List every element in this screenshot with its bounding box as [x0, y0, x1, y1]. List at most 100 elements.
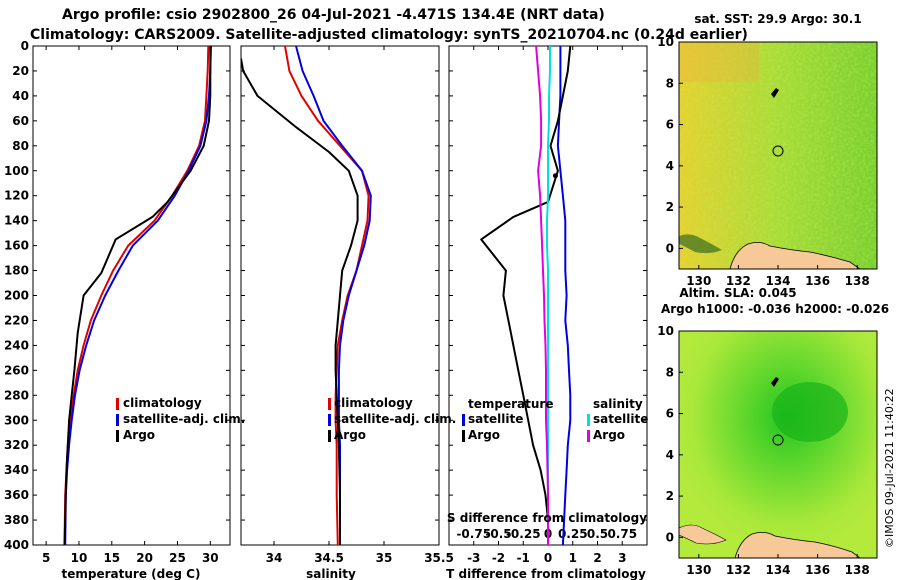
y-tick-label: 260 — [4, 363, 29, 377]
y-tick-label: 280 — [4, 388, 29, 402]
series-line-temperature-satellite — [556, 46, 572, 545]
x-tick-label: 35.5 — [424, 551, 454, 565]
y-tick-label: 240 — [4, 338, 29, 352]
sla-map-ticks: 130 132 134 136 138 0 2 4 6 8 10 — [657, 324, 869, 577]
legend-label-temp-satellite: satellite — [468, 412, 523, 426]
legend-swatch-sal-argo — [587, 430, 590, 442]
map-x-tick-label: 132 — [726, 563, 751, 577]
map-x-tick-label: 134 — [765, 274, 790, 288]
difference-xlabel-top: S difference from climatology — [447, 511, 647, 525]
map-x-tick-label: 134 — [765, 563, 790, 577]
series-line-climatology — [284, 46, 370, 545]
x-tick-label: -1 — [517, 551, 530, 565]
series-line-temperature-argo — [480, 46, 572, 545]
temperature-legend: climatology satellite-adj. clim. Argo — [116, 396, 245, 442]
temperature-xlabel: temperature (deg C) — [62, 567, 201, 580]
temperature-series — [63, 46, 212, 545]
x-tick-label: 20 — [136, 551, 153, 565]
legend-swatch-satellite — [328, 414, 331, 426]
y-tick-label: 340 — [4, 463, 29, 477]
legend-title-temperature: temperature — [468, 397, 553, 411]
legend-label-temp-argo: Argo — [468, 428, 500, 442]
sla-map-title: Altim. SLA: 0.045 — [679, 286, 796, 300]
figure-title-line2: Climatology: CARS2009. Satellite-adjuste… — [30, 27, 748, 43]
map-y-tick-label: 2 — [666, 200, 674, 214]
difference-series — [480, 46, 572, 545]
legend-label-sal-argo: Argo — [593, 428, 625, 442]
map-y-tick-label: 10 — [657, 324, 674, 338]
sla-eddy — [772, 382, 848, 442]
y-tick-label: 120 — [4, 189, 29, 203]
figure-title-line1: Argo profile: csio 2902800_26 04-Jul-202… — [62, 7, 605, 23]
salinity-legend: climatology satellite-adj. clim. Argo — [328, 396, 456, 442]
series-line-satellite-adj-clim- — [295, 46, 372, 545]
new-guinea-coast — [729, 242, 861, 269]
series-line-climatology — [63, 46, 210, 545]
series-line-salinity-argo — [535, 46, 549, 545]
legend-swatch-climatology — [328, 398, 331, 410]
x-top-tick-label: -0.5 — [485, 527, 511, 541]
sla-map-subtitle: Argo h1000: -0.036 h2000: -0.026 — [661, 302, 889, 316]
legend-swatch-argo — [328, 430, 331, 442]
x-tick-label: -3 — [467, 551, 480, 565]
y-tick-label: 220 — [4, 313, 29, 327]
salinity-series — [241, 46, 372, 545]
y-tick-label: 20 — [12, 64, 29, 78]
x-top-tick-label: -0.75 — [456, 527, 491, 541]
legend-swatch-argo — [116, 430, 119, 442]
map-y-tick-label: 8 — [666, 365, 674, 379]
x-tick-label: 2 — [593, 551, 601, 565]
x-top-tick-label: 0.5 — [587, 527, 608, 541]
x-tick-label: -2 — [492, 551, 505, 565]
map-x-tick-label: 138 — [845, 563, 870, 577]
temperature-panel-frame — [32, 45, 231, 546]
new-guinea-coast — [734, 532, 861, 558]
x-tick-label: 34.5 — [314, 551, 344, 565]
x-top-tick-label: 0.25 — [558, 527, 588, 541]
y-tick-label: 60 — [12, 114, 29, 128]
legend-swatch-climatology — [116, 398, 119, 410]
map-y-tick-label: 4 — [666, 159, 674, 173]
argo-location-marker — [772, 434, 784, 446]
coastal-islands — [679, 524, 727, 545]
sst-map-title: sat. SST: 29.9 Argo: 30.1 — [694, 12, 861, 26]
x-top-tick-label: -0.25 — [506, 527, 541, 541]
argo-sst-point — [552, 173, 558, 179]
map-x-tick-label: 136 — [805, 563, 830, 577]
series-line-satellite-adj-clim- — [64, 46, 212, 545]
legend-label-climatology: climatology — [123, 396, 202, 410]
series-line-argo — [241, 58, 359, 545]
sst-warm-patch — [679, 42, 759, 82]
y-tick-label: 320 — [4, 438, 29, 452]
y-tick-label: 300 — [4, 413, 29, 427]
legend-label-argo: Argo — [334, 428, 366, 442]
x-tick-label: 34 — [266, 551, 283, 565]
x-top-tick-label: 0.75 — [607, 527, 637, 541]
map-y-tick-label: 6 — [666, 407, 674, 421]
y-tick-label: 140 — [4, 214, 29, 228]
series-line-argo — [63, 46, 212, 545]
legend-label-argo: Argo — [123, 428, 155, 442]
map-y-tick-label: 0 — [666, 241, 674, 255]
axis-ticks: 0204060801001201401601802002202402602803… — [4, 39, 647, 565]
y-tick-label: 400 — [4, 538, 29, 552]
map-x-tick-label: 130 — [686, 563, 711, 577]
series-line-salinity-satellite — [546, 46, 551, 545]
map-x-tick-label: 136 — [805, 274, 830, 288]
map-y-tick-label: 8 — [666, 76, 674, 90]
map-x-tick-label: 130 — [686, 274, 711, 288]
map-y-tick-label: 0 — [666, 530, 674, 544]
map-y-tick-label: 4 — [666, 448, 674, 462]
x-tick-label: 15 — [103, 551, 120, 565]
salinity-xlabel: salinity — [306, 567, 356, 580]
legend-label-climatology: climatology — [334, 396, 413, 410]
sst-map-ticks: 130 132 134 136 138 0 2 4 6 8 10 — [657, 35, 869, 288]
y-tick-label: 180 — [4, 264, 29, 278]
y-tick-label: 380 — [4, 513, 29, 527]
legend-title-salinity: salinity — [593, 397, 643, 411]
legend-label-sal-satellite: satellite — [593, 412, 648, 426]
map-y-tick-label: 2 — [666, 489, 674, 503]
coastal-islands — [679, 234, 722, 254]
x-tick-label: 25 — [169, 551, 186, 565]
